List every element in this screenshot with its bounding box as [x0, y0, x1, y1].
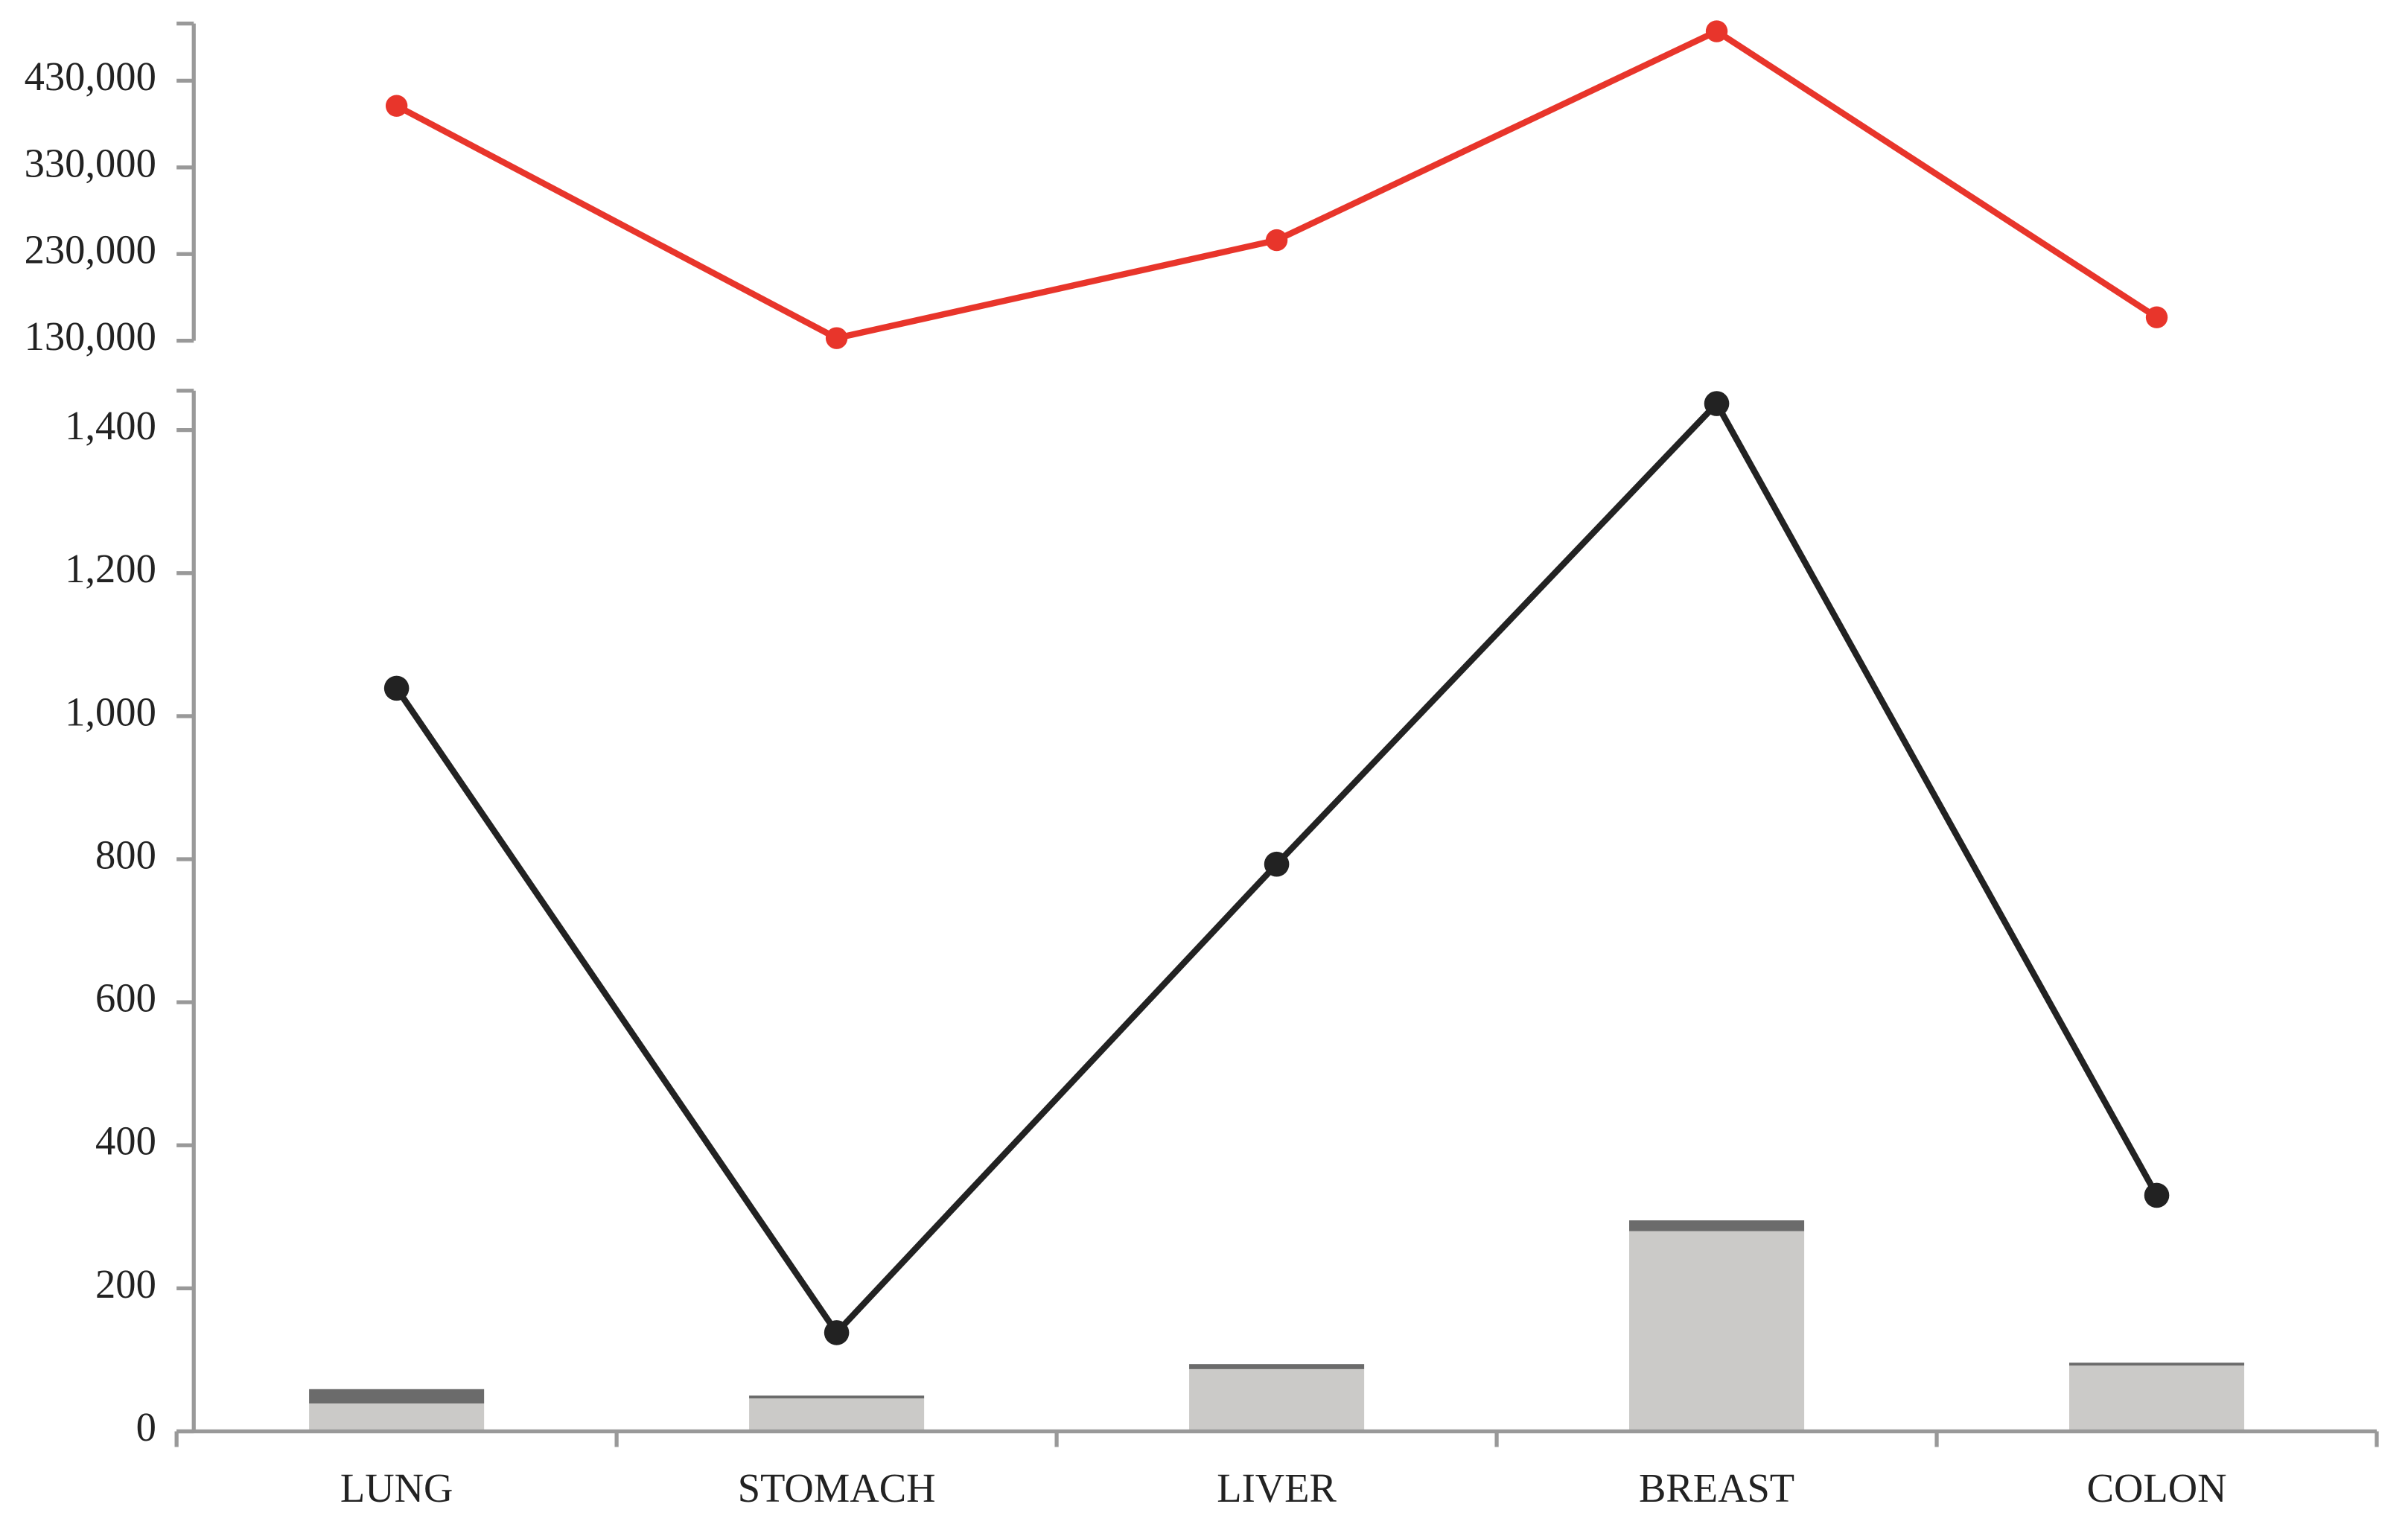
y-tick-label: 1,200 — [65, 546, 156, 591]
bar-segment — [2069, 1365, 2245, 1432]
y-tick-label: 400 — [95, 1118, 156, 1164]
y-tick-label: 200 — [95, 1261, 156, 1307]
x-tick-label: BREAST — [1639, 1465, 1794, 1511]
marker — [383, 675, 410, 701]
x-tick-label: LUNG — [340, 1465, 453, 1511]
y-tick-label: 330,000 — [25, 140, 156, 185]
marker — [1265, 229, 1288, 252]
y-tick-label: 800 — [95, 832, 156, 877]
marker — [2144, 1182, 2170, 1208]
marker — [2145, 306, 2168, 328]
bar-segment — [1189, 1364, 1365, 1369]
marker — [824, 1320, 850, 1345]
bar-segment — [749, 1398, 925, 1432]
marker — [1704, 391, 1730, 416]
x-tick-label: STOMACH — [738, 1465, 936, 1511]
marker — [825, 327, 848, 349]
y-tick-label: 230,000 — [25, 227, 156, 273]
bar-segment — [749, 1395, 925, 1399]
marker — [1264, 851, 1290, 877]
y-tick-label: 130,000 — [25, 313, 156, 359]
bar-segment — [1629, 1231, 1805, 1432]
bar-segment — [309, 1389, 485, 1404]
bar-segment — [309, 1403, 485, 1432]
marker — [1705, 20, 1728, 42]
y-tick-label: 0 — [136, 1404, 156, 1450]
y-tick-label: 600 — [95, 975, 156, 1021]
line — [395, 28, 2159, 342]
y-tick-label: 1,000 — [65, 689, 156, 734]
marker — [385, 95, 408, 117]
x-tick-label: COLON — [2087, 1465, 2227, 1511]
y-tick-label: 1,400 — [65, 403, 156, 448]
y-tick-label: 430,000 — [25, 54, 156, 99]
bar-segment — [1629, 1220, 1805, 1231]
x-tick-label: LIVER — [1217, 1465, 1337, 1511]
bar-segment — [2069, 1363, 2245, 1366]
bar-segment — [1189, 1368, 1365, 1432]
